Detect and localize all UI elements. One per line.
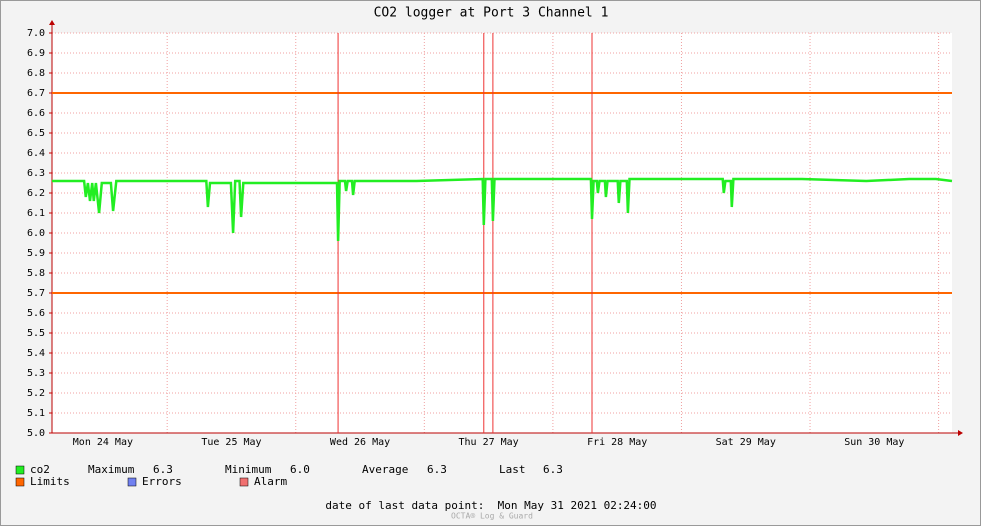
y-tick-label: 6.3 — [27, 168, 45, 179]
y-tick-label: 6.2 — [27, 188, 45, 199]
y-tick-label: 5.6 — [27, 308, 45, 319]
stat-label: Average — [362, 463, 408, 476]
y-tick-label: 5.2 — [27, 388, 45, 399]
stat-value: 6.3 — [427, 463, 447, 476]
y-tick-label: 6.4 — [27, 148, 45, 159]
y-tick-label: 5.0 — [27, 428, 45, 439]
y-tick-label: 5.9 — [27, 248, 45, 259]
legend-label: co2 — [30, 463, 50, 476]
stat-label: Last — [499, 463, 526, 476]
x-tick-label: Thu 27 May — [458, 437, 518, 448]
legend-label: Limits — [30, 475, 70, 488]
stat-label: Maximum — [88, 463, 135, 476]
y-tick-label: 5.7 — [27, 288, 45, 299]
legend-swatch — [127, 477, 137, 487]
y-tick-label: 6.9 — [27, 48, 45, 59]
legend-swatch — [239, 477, 249, 487]
legend-label: Alarm — [254, 475, 287, 488]
stat-value: 6.0 — [290, 463, 310, 476]
legend-swatch — [15, 477, 25, 487]
axis-arrow — [958, 430, 963, 436]
axis-arrow — [49, 20, 55, 25]
y-tick-label: 6.1 — [27, 208, 45, 219]
y-tick-label: 5.8 — [27, 268, 45, 279]
y-tick-label: 5.5 — [27, 328, 45, 339]
stat-label: Minimum — [225, 463, 272, 476]
y-tick-label: 6.0 — [27, 228, 45, 239]
watermark: OCTA® Log & Guard — [451, 512, 533, 521]
y-tick-label: 5.1 — [27, 408, 45, 419]
stat-value: 6.3 — [153, 463, 173, 476]
x-tick-label: Mon 24 May — [73, 437, 133, 448]
x-tick-label: Wed 26 May — [330, 437, 390, 448]
y-tick-label: 7.0 — [27, 28, 45, 39]
x-tick-label: Sun 30 May — [844, 437, 904, 448]
legend-label: Errors — [142, 475, 182, 488]
x-tick-label: Sat 29 May — [716, 437, 776, 448]
y-tick-label: 6.7 — [27, 88, 45, 99]
y-tick-label: 6.5 — [27, 128, 45, 139]
data-line — [52, 177, 953, 242]
footer: date of last data point: Mon May 31 2021… — [325, 499, 656, 512]
y-tick-label: 6.6 — [27, 108, 45, 119]
stat-value: 6.3 — [543, 463, 563, 476]
y-tick-label: 5.3 — [27, 368, 45, 379]
y-tick-label: 6.8 — [27, 68, 45, 79]
x-tick-label: Tue 25 May — [201, 437, 261, 448]
x-tick-label: Fri 28 May — [587, 437, 647, 448]
legend-swatch — [15, 465, 25, 475]
y-tick-label: 5.4 — [27, 348, 45, 359]
chart-title: CO2 logger at Port 3 Channel 1 — [374, 6, 609, 21]
